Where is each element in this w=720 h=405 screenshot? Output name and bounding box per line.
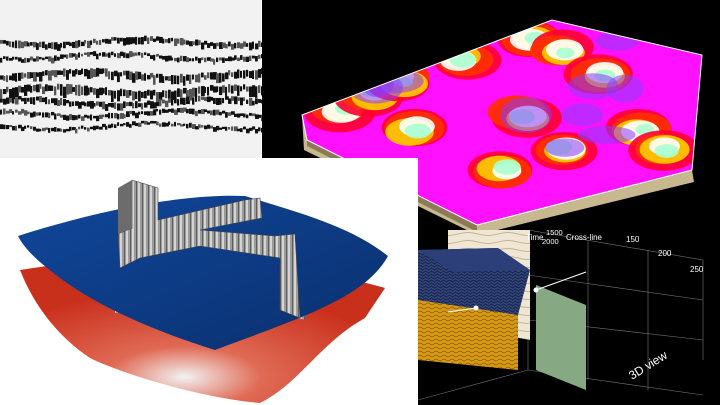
seismic-section-panel: [0, 0, 262, 158]
crossline-axis-title: Cross-line: [566, 233, 603, 242]
time-tick-2000: 2000: [542, 237, 559, 246]
crossline-section-panel: [536, 285, 586, 390]
crossline-slice: [117, 179, 301, 319]
volume-3d-panel: Time 1500 2000 Cross-line 150 200 250 3D…: [418, 230, 720, 405]
time-axis-title: Time: [526, 233, 544, 242]
crossline-tick-250: 250: [690, 265, 704, 274]
time-tick-1500: 1500: [546, 230, 563, 237]
volume-3d-image: Time 1500 2000 Cross-line 150 200 250 3D…: [418, 230, 704, 401]
crossline-tick-200: 200: [658, 249, 672, 258]
annotation-pointers: [447, 271, 587, 313]
surface-side-wall: [302, 115, 694, 230]
horizons-image: [18, 179, 388, 403]
seismic-section-image: [0, 0, 262, 158]
volume-lower-body: [418, 300, 518, 370]
annotation-dot: [533, 287, 539, 293]
horizons-panel: [0, 158, 418, 405]
annotation-dot: [473, 305, 479, 311]
crossline-tick-150: 150: [626, 235, 640, 244]
